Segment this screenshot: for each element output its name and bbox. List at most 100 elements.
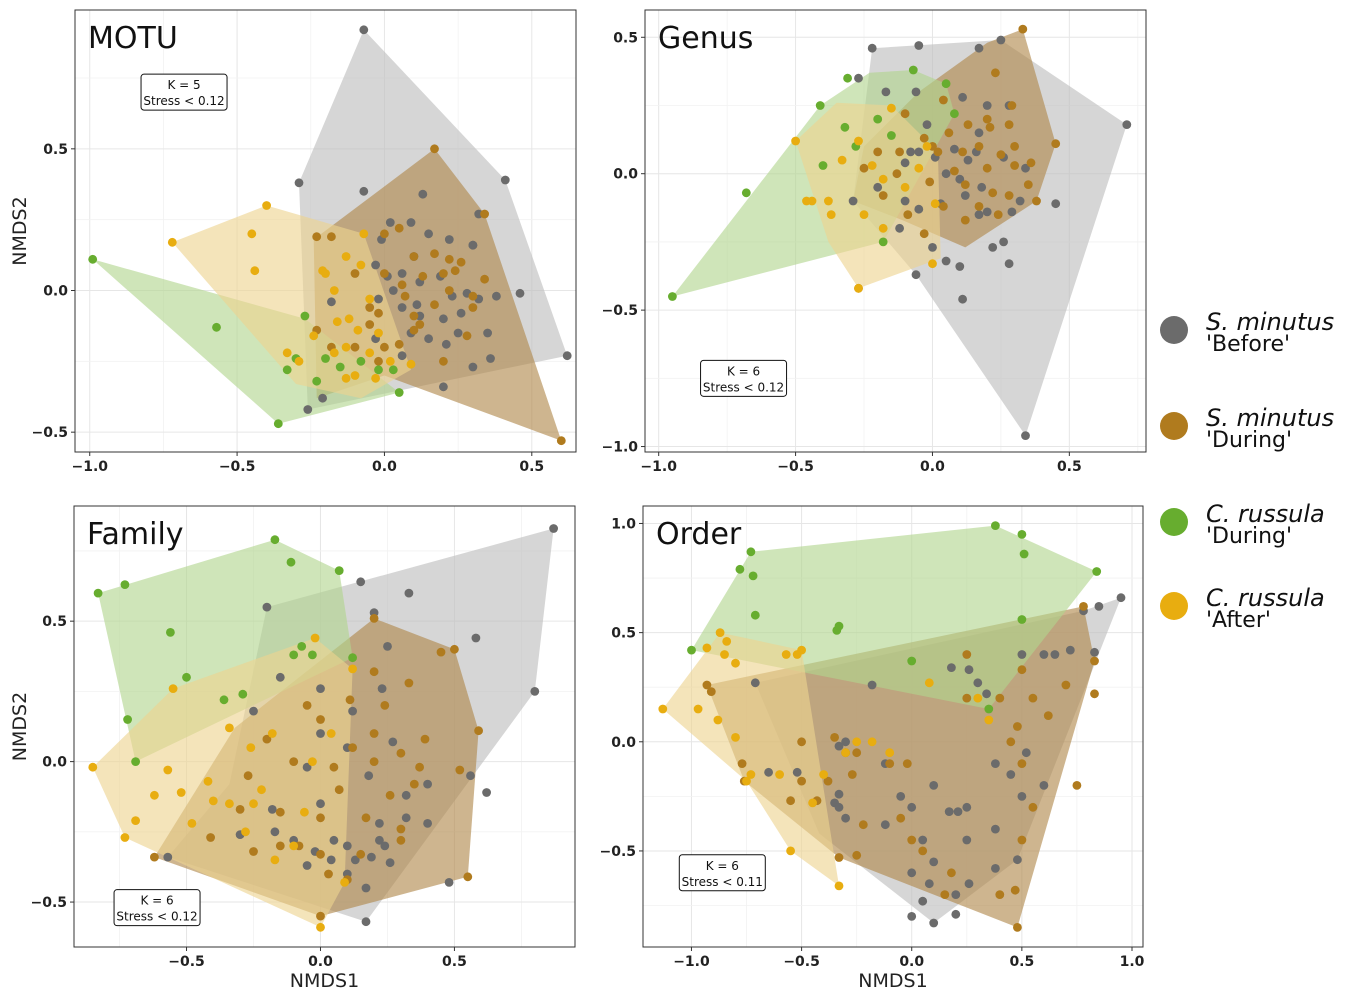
data-point-during_cr — [321, 354, 330, 363]
data-point-during_sm — [1079, 602, 1088, 611]
plot-frame — [644, 9, 1147, 453]
data-point-after — [208, 796, 218, 806]
y-tick-label: 0.0 — [43, 284, 68, 300]
data-point-during_sm — [918, 846, 928, 856]
data-point-before — [375, 819, 384, 828]
data-point-during_sm — [797, 776, 806, 786]
data-point-during_cr — [93, 588, 103, 598]
data-point-before — [953, 807, 963, 816]
stress-annotation-text: K = 6 — [140, 894, 173, 908]
x-tick-label: 0.0 — [308, 954, 333, 970]
data-point-after — [344, 314, 354, 324]
data-point-before — [412, 300, 422, 310]
data-point-before — [974, 128, 984, 138]
data-point-during_sm — [830, 733, 839, 742]
data-point-during_sm — [329, 762, 339, 772]
y-tick-label: −0.5 — [599, 844, 636, 860]
plot-frame — [642, 505, 1144, 948]
data-point-during_sm — [974, 202, 984, 211]
data-point-after — [371, 373, 380, 383]
data-point-during_cr — [984, 704, 994, 714]
data-point-before — [964, 665, 974, 675]
data-point-during_sm — [365, 303, 375, 312]
legend-species-label: S. minutus — [1206, 404, 1335, 432]
data-point-during_sm — [420, 734, 430, 744]
stress-annotation-text: Stress < 0.11 — [682, 875, 763, 889]
data-point-during_sm — [852, 748, 862, 758]
data-point-during_sm — [996, 150, 1006, 160]
data-point-before — [950, 144, 959, 154]
data-point-during_sm — [436, 647, 446, 657]
data-point-during_sm — [1061, 680, 1071, 690]
x-axis-label: NMDS1 — [290, 970, 359, 992]
data-point-during_sm — [409, 779, 419, 789]
data-point-during_cr — [815, 101, 825, 110]
data-point-during_sm — [1010, 161, 1019, 170]
legend-period-label: 'After' — [1206, 608, 1271, 633]
data-point-before — [303, 405, 313, 414]
data-point-before — [361, 883, 371, 893]
data-point-before — [316, 729, 325, 738]
data-point-before — [750, 678, 760, 688]
data-point-during_cr — [289, 650, 299, 660]
data-point-during_sm — [400, 291, 410, 301]
data-point-during_sm — [369, 729, 379, 738]
data-point-before — [914, 204, 924, 214]
data-point-before — [951, 890, 961, 899]
legend-item-sm-during: S. minutus 'During' — [1160, 404, 1345, 464]
data-point-during_sm — [396, 835, 406, 845]
data-point-before — [955, 262, 965, 271]
data-point-before — [316, 684, 325, 693]
y-tick-label: −0.5 — [30, 895, 67, 911]
x-tick-label: 0.0 — [372, 459, 397, 475]
data-point-before — [361, 917, 371, 927]
x-tick-label: 1.0 — [1120, 954, 1145, 970]
data-point-before — [929, 857, 939, 867]
data-point-before — [530, 687, 540, 696]
data-point-during_sm — [982, 163, 992, 173]
data-point-after — [885, 748, 895, 758]
data-point-before — [1039, 650, 1049, 659]
data-point-during_sm — [995, 890, 1005, 899]
data-point-before — [962, 835, 972, 845]
data-point-after — [365, 348, 375, 358]
data-point-during_sm — [985, 122, 995, 132]
data-point-before — [792, 767, 802, 777]
data-point-after — [887, 103, 896, 113]
panel-title: MOTU — [88, 21, 178, 56]
data-point-before — [873, 182, 883, 192]
data-point-during_cr — [120, 580, 130, 589]
panel-title: Family — [87, 517, 184, 552]
data-point-during_sm — [456, 257, 466, 267]
data-point-during_sm — [361, 813, 371, 823]
data-point-before — [302, 861, 312, 870]
data-point-after — [282, 348, 292, 358]
x-tick-label: 0.5 — [519, 459, 544, 475]
data-point-during_cr — [308, 650, 317, 660]
data-point-after — [781, 650, 791, 659]
x-tick-label: −0.5 — [783, 954, 820, 970]
data-point-after — [350, 371, 360, 380]
data-point-before — [1006, 770, 1016, 779]
legend-species-label: C. russula — [1206, 584, 1325, 612]
data-point-during_sm — [852, 850, 862, 860]
data-point-during_sm — [1010, 142, 1019, 151]
data-point-during_sm — [463, 872, 473, 882]
legend-species-label: S. minutus — [1206, 308, 1335, 336]
data-point-during_cr — [991, 521, 1000, 530]
data-point-during_sm — [444, 254, 454, 264]
data-point-before — [1094, 602, 1104, 611]
data-point-during_sm — [939, 95, 948, 105]
data-point-before — [973, 678, 983, 688]
data-point-during_sm — [1032, 196, 1041, 206]
data-point-before — [848, 196, 858, 206]
x-tick-label: −0.5 — [168, 954, 205, 970]
data-point-before — [1122, 120, 1132, 129]
plot-frame — [73, 505, 576, 948]
data-point-after — [973, 693, 983, 703]
data-point-after — [341, 373, 351, 383]
data-point-during_cr — [282, 365, 292, 375]
data-point-during_cr — [334, 566, 344, 575]
data-point-before — [900, 158, 910, 168]
data-point-after — [792, 650, 802, 659]
